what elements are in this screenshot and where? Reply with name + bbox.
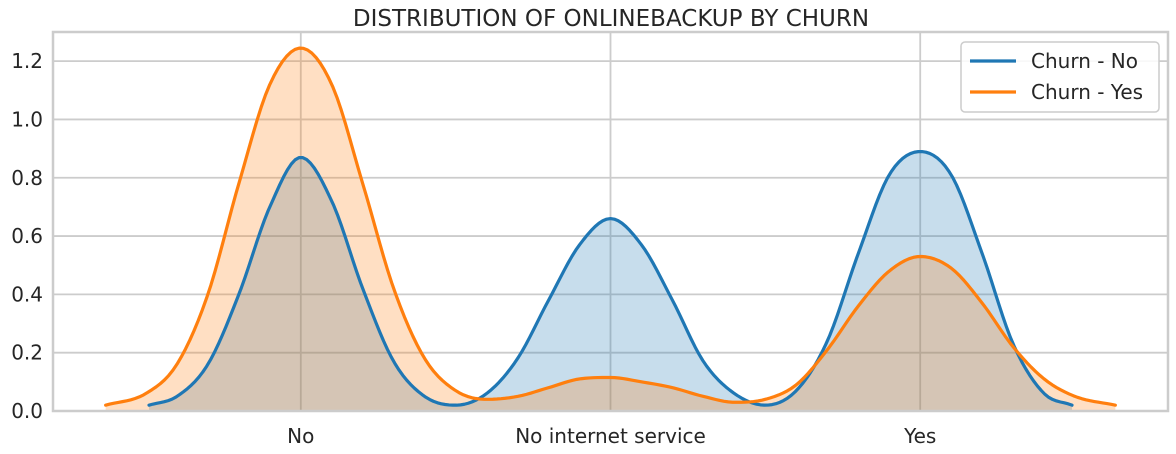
legend: Churn - No Churn - Yes xyxy=(960,41,1160,113)
y-tick-label: 0.2 xyxy=(11,341,43,365)
x-tick-label: No xyxy=(287,424,314,448)
legend-label: Churn - Yes xyxy=(1031,80,1143,104)
series-line-1 xyxy=(104,46,1117,407)
x-tick-label: No internet service xyxy=(515,424,706,448)
plot-frame xyxy=(51,30,1170,413)
axes-frame xyxy=(51,30,1170,413)
legend-label: Churn - No xyxy=(1031,49,1138,73)
chart-title: DISTRIBUTION OF ONLINEBACKUP BY CHURN xyxy=(353,6,869,32)
density-lines xyxy=(104,46,1117,407)
y-tick-label: 0.8 xyxy=(11,166,43,190)
y-tick-label: 1.0 xyxy=(11,107,43,131)
y-tick-labels: 0.0 0.2 0.4 0.6 0.8 1.0 1.2 xyxy=(11,49,43,423)
y-tick-label: 0.0 xyxy=(11,399,43,423)
x-tick-label: Yes xyxy=(903,424,936,448)
series-line-0 xyxy=(147,149,1074,407)
series-area-1 xyxy=(105,48,1116,411)
density-areas xyxy=(105,48,1116,411)
y-tick-label: 0.6 xyxy=(11,224,43,248)
series-area-0 xyxy=(149,151,1072,411)
y-tick-label: 1.2 xyxy=(11,49,43,73)
x-tick-labels: No No internet service Yes xyxy=(287,424,936,448)
y-tick-label: 0.4 xyxy=(11,282,43,306)
